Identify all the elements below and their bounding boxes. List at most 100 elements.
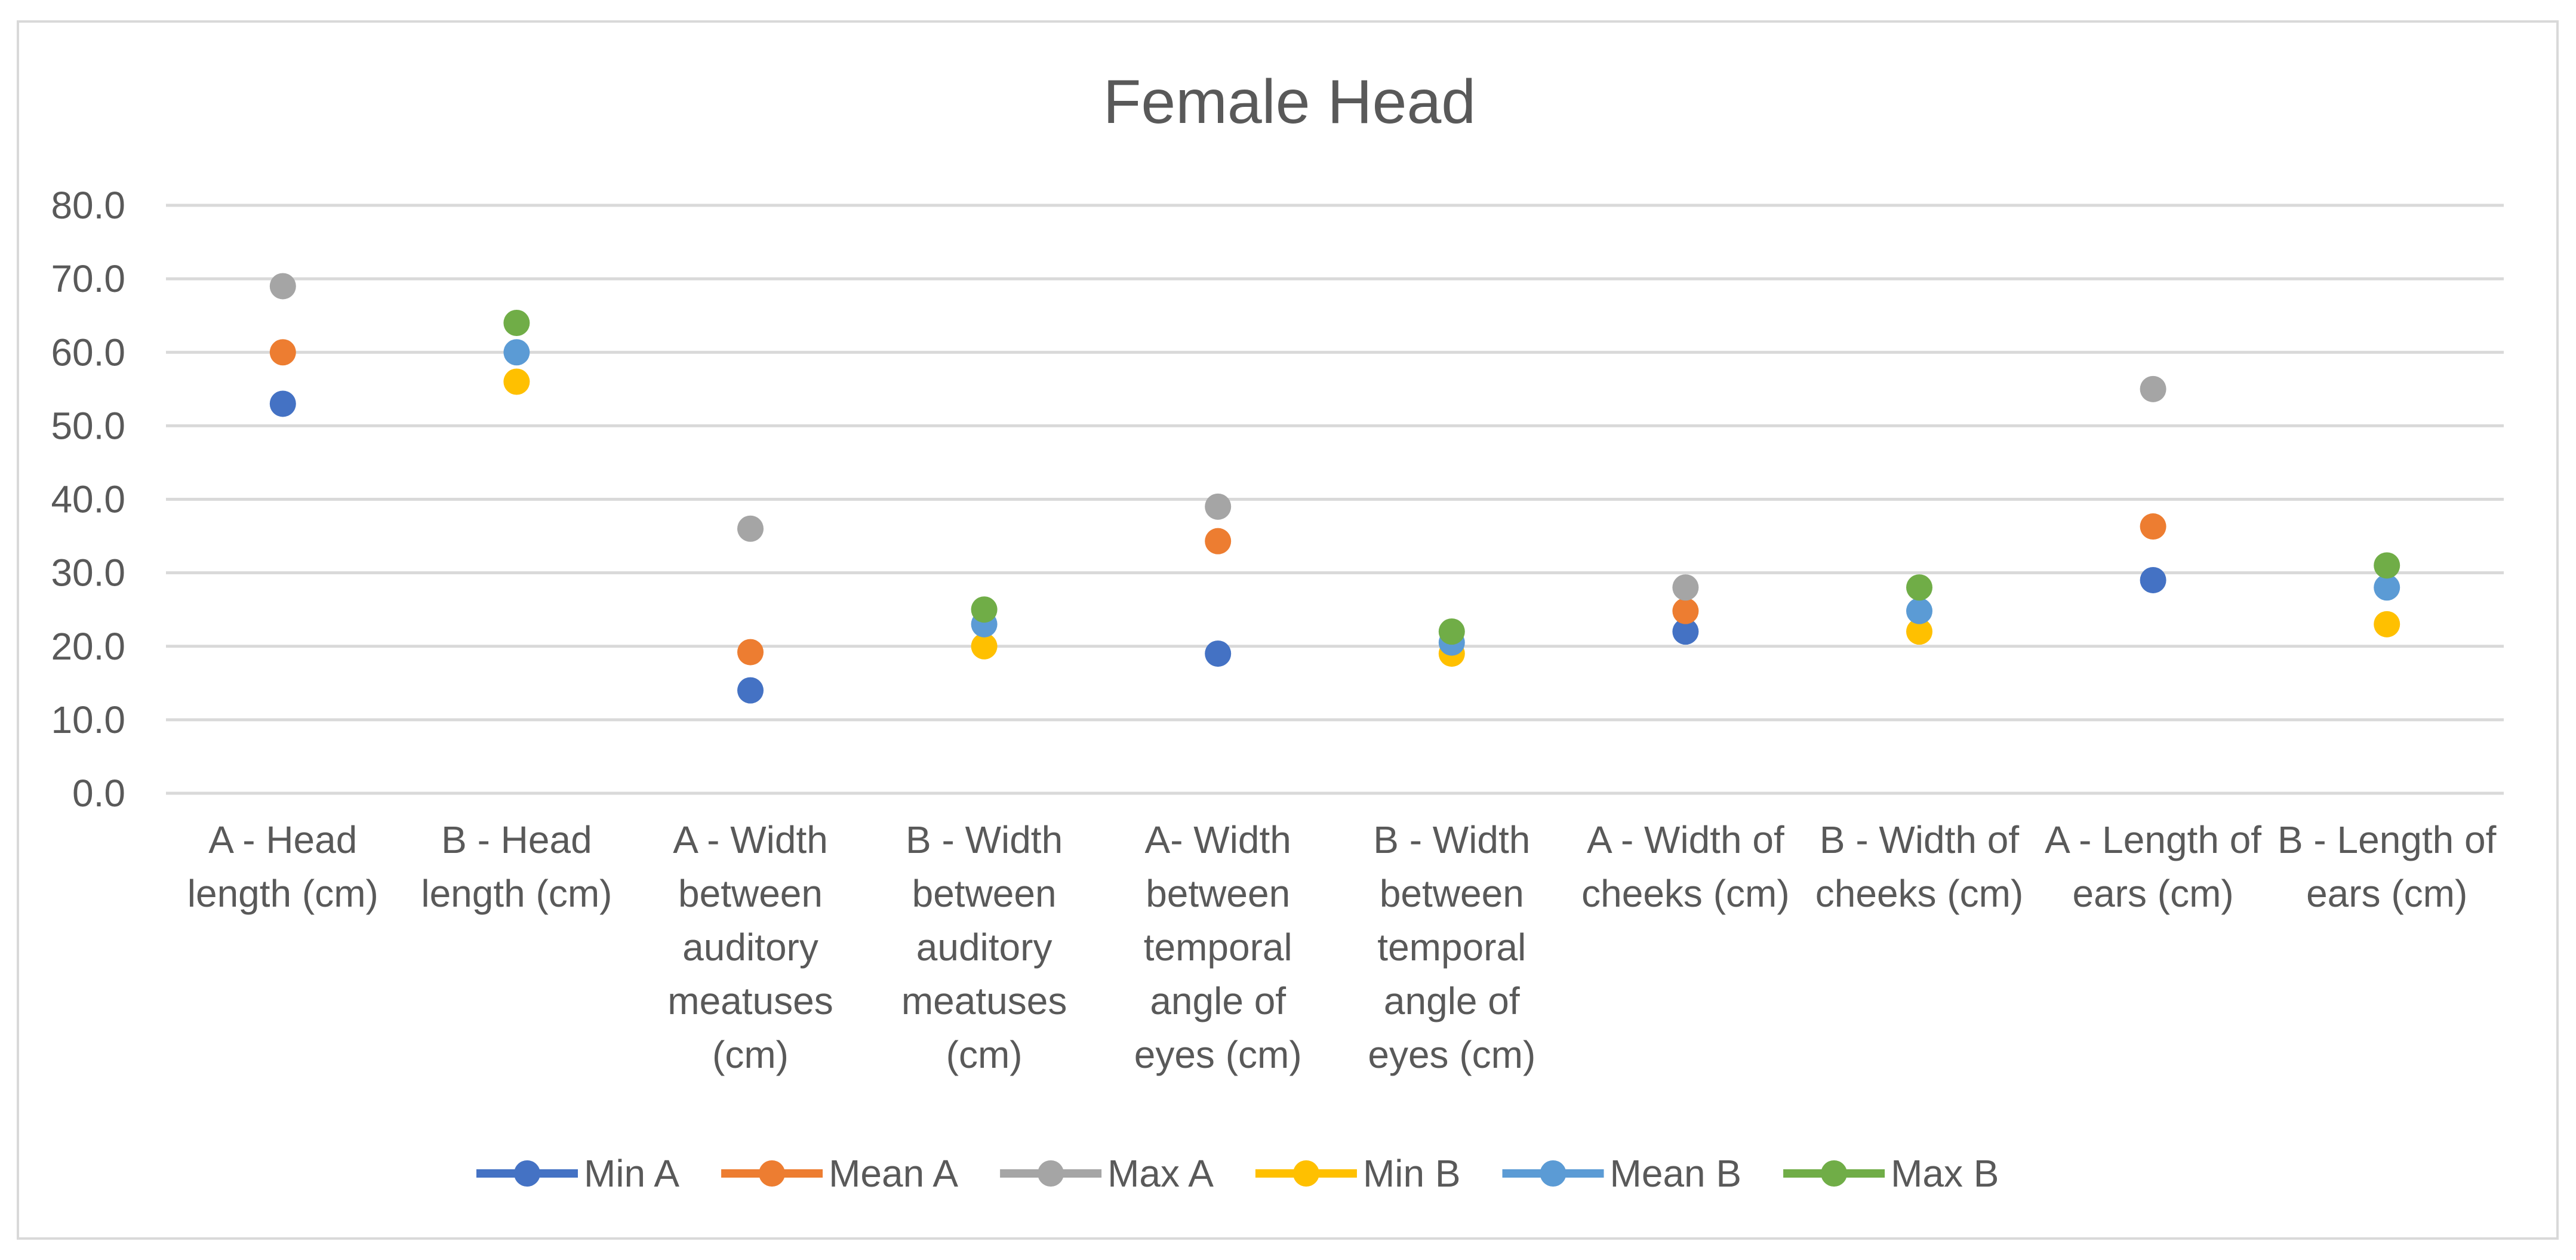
x-category-label-line: auditory <box>682 926 818 969</box>
point-max-a <box>1205 493 1232 520</box>
point-min-a <box>269 390 296 417</box>
legend-item-min-a: Min A <box>476 1152 679 1195</box>
x-category-label-line: length (cm) <box>187 872 378 915</box>
legend-label: Min A <box>584 1152 679 1195</box>
x-category-label-line: cheeks (cm) <box>1815 872 2024 915</box>
point-min-b <box>971 633 998 660</box>
series-min-a <box>269 390 2166 704</box>
y-tick-label: 20.0 <box>51 625 125 668</box>
legend-item-max-a: Max A <box>1000 1152 1214 1195</box>
x-category-label-line: ears (cm) <box>2072 872 2233 915</box>
x-category-label-line: A - Head <box>208 818 357 861</box>
x-category-label-line: auditory <box>916 926 1052 969</box>
x-category-label-line: A - Width of <box>1587 818 1784 861</box>
legend-swatch-marker <box>514 1160 540 1187</box>
x-category-label: A - Length of ears (cm) <box>2045 818 2261 915</box>
point-max-b <box>971 596 998 623</box>
point-max-a <box>2140 375 2166 402</box>
x-category-label-line: between <box>1146 872 1290 915</box>
series-max-a <box>269 273 2166 601</box>
x-category-label-line: temporal <box>1144 926 1292 969</box>
y-tick-label: 0.0 <box>72 772 125 815</box>
legend-label: Mean B <box>1610 1152 1742 1195</box>
x-category-label: A- Width between temporal angle of eyes (cm) <box>1134 818 1302 1076</box>
x-category-label: B - Width of cheeks (cm) <box>1815 818 2024 915</box>
point-max-a <box>1672 574 1699 601</box>
x-category-label-line: temporal <box>1377 926 1526 969</box>
chart-title: Female Head <box>1103 67 1476 137</box>
x-category-label-line: B - Width <box>906 818 1063 861</box>
x-category-label: B - Width between auditory meatuses (cm) <box>901 818 1067 1076</box>
point-max-b <box>2374 552 2400 579</box>
point-mean-a <box>2140 513 2166 540</box>
legend-item-mean-a: Mean A <box>721 1152 958 1195</box>
x-category-label: B - Head length (cm) <box>421 818 612 915</box>
series-mean-b <box>503 339 2400 656</box>
x-category-label-line: ears (cm) <box>2306 872 2467 915</box>
x-category-label-line: B - Width of <box>1820 818 2020 861</box>
x-category-label: A - Width between auditory meatuses (cm) <box>667 818 833 1076</box>
series-max-b <box>503 310 2400 645</box>
x-category-label: B - Length of ears (cm) <box>2278 818 2497 915</box>
x-category-label-line: B - Width <box>1373 818 1530 861</box>
legend-label: Max A <box>1107 1152 1214 1195</box>
point-min-b <box>503 368 530 395</box>
chart-frame: Female Head 0.0 10.0 20.0 30.0 40.0 50.0 60.0 7… <box>17 20 2559 1240</box>
point-min-b <box>1906 618 1932 645</box>
y-tick-label: 50.0 <box>51 404 125 447</box>
x-category-label-line: length (cm) <box>421 872 612 915</box>
x-category-label: A - Width of cheeks (cm) <box>1581 818 1790 915</box>
x-category-label-line: A - Width <box>673 818 828 861</box>
y-tick-label: 10.0 <box>51 698 125 741</box>
x-category-label-line: cheeks (cm) <box>1581 872 1790 915</box>
y-axis-tick-labels: 0.0 10.0 20.0 30.0 40.0 50.0 60.0 70.0 80.0 <box>51 184 125 815</box>
x-category-label-line: B - Head <box>441 818 592 861</box>
x-category-label-line: meatuses <box>901 979 1067 1022</box>
point-min-b <box>2374 611 2400 637</box>
data-points <box>269 273 2400 704</box>
series-mean-a <box>269 339 2166 666</box>
x-category-label-line: meatuses <box>667 979 833 1022</box>
point-max-a <box>269 273 296 300</box>
legend-swatch-marker <box>1540 1160 1566 1187</box>
x-category-label-line: between <box>678 872 823 915</box>
legend-swatch-marker <box>1292 1160 1319 1187</box>
legend-label: Mean A <box>829 1152 958 1195</box>
point-mean-a <box>269 339 296 366</box>
x-category-label: B - Width between temporal angle of eyes (cm… <box>1368 818 1535 1076</box>
y-tick-label: 60.0 <box>51 331 125 374</box>
point-mean-a <box>1672 597 1699 624</box>
point-mean-a <box>1205 528 1232 554</box>
y-tick-label: 80.0 <box>51 184 125 227</box>
x-category-label-line: between <box>1380 872 1524 915</box>
x-category-label-line: between <box>912 872 1057 915</box>
x-category-label-line: eyes (cm) <box>1368 1033 1535 1076</box>
x-category-label: A - Head length (cm) <box>187 818 378 915</box>
legend: Min A Mean A Max A Min B Mean B Max B <box>476 1152 1999 1195</box>
legend-item-mean-b: Mean B <box>1502 1152 1742 1195</box>
point-max-b <box>1438 618 1465 645</box>
x-category-label-line: (cm) <box>712 1033 789 1076</box>
legend-label: Min B <box>1363 1152 1461 1195</box>
legend-swatch-marker <box>1821 1160 1848 1187</box>
legend-swatch-marker <box>1038 1160 1064 1187</box>
x-category-label-line: A- Width <box>1145 818 1291 861</box>
point-max-b <box>503 310 530 336</box>
y-tick-label: 30.0 <box>51 552 125 594</box>
point-max-b <box>1906 574 1932 601</box>
point-min-a <box>1205 640 1232 667</box>
point-min-a <box>1672 618 1699 645</box>
x-category-label-line: angle of <box>1150 979 1286 1022</box>
point-mean-b <box>503 339 530 366</box>
point-mean-a <box>737 639 764 666</box>
legend-item-min-b: Min B <box>1255 1152 1461 1195</box>
legend-swatch-marker <box>759 1160 786 1187</box>
legend-item-max-b: Max B <box>1783 1152 1999 1195</box>
x-category-label-line: B - Length of <box>2278 818 2497 861</box>
point-min-a <box>737 677 764 704</box>
point-mean-b <box>1906 597 1932 624</box>
female-head-chart: Female Head 0.0 10.0 20.0 30.0 40.0 50.0 60.0 7… <box>51 67 2504 1195</box>
x-category-label-line: (cm) <box>946 1033 1023 1076</box>
x-category-label-line: angle of <box>1384 979 1520 1022</box>
